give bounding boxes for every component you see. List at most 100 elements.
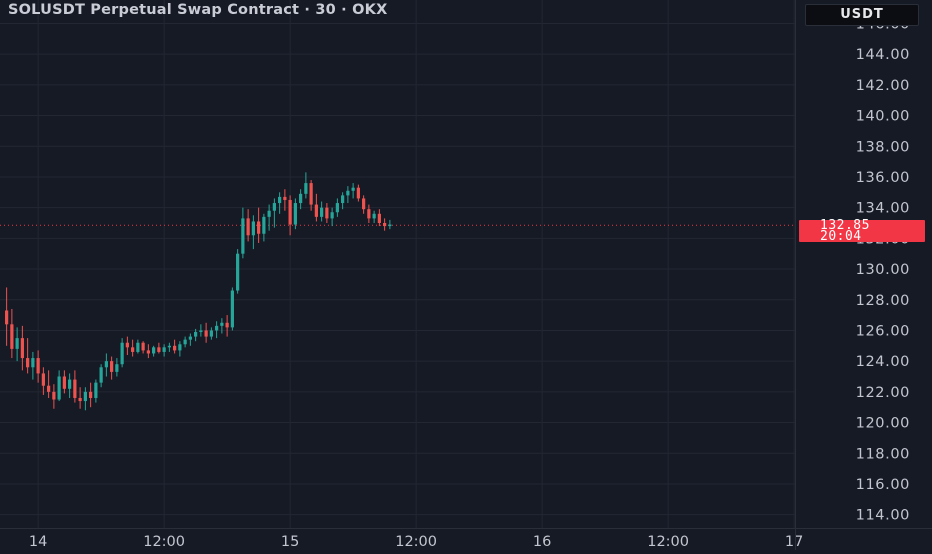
candle-body (204, 330, 208, 337)
y-tick-label: 140.00 (856, 109, 910, 125)
y-tick-label: 128.00 (856, 293, 910, 309)
candle-body (367, 209, 371, 219)
candle-body (125, 342, 129, 348)
candle-body (241, 218, 245, 254)
candle-body (220, 322, 224, 326)
candle-body (173, 345, 177, 351)
candle-body (31, 358, 35, 368)
x-tick-label: 12:00 (143, 534, 185, 550)
y-tick-label: 126.00 (856, 323, 910, 339)
candle-body (278, 196, 282, 204)
candle-body (215, 325, 219, 331)
candle-body (236, 253, 240, 291)
candle-body (188, 336, 192, 340)
candle-body (57, 376, 61, 400)
candle-body (167, 345, 171, 348)
y-tick-label: 130.00 (856, 262, 910, 278)
candle-body (330, 212, 334, 219)
candle-body (377, 213, 381, 223)
x-tick-label: 17 (785, 534, 803, 550)
candle-body (26, 358, 30, 368)
candle-body (257, 221, 261, 234)
candle-body (372, 213, 376, 219)
y-tick-label: 124.00 (856, 354, 910, 370)
candle-body (346, 190, 350, 196)
candle-body (183, 339, 187, 345)
candle-body (246, 218, 250, 236)
x-tick-label: 16 (533, 534, 551, 550)
y-tick-label: 144.00 (856, 47, 910, 63)
candle-body (131, 347, 135, 352)
candle-body (94, 382, 98, 398)
candle-body (309, 183, 313, 205)
y-tick-label: 142.00 (856, 78, 910, 94)
candle-body (41, 373, 45, 386)
bar-countdown: 20:04 (820, 229, 862, 244)
chart-title: SOLUSDT Perpetual Swap Contract · 30 · O… (8, 2, 388, 18)
candle-body (20, 338, 24, 359)
candle-body (288, 199, 292, 225)
candle-body (320, 207, 324, 217)
candle-body (388, 224, 392, 227)
candle-body (68, 379, 72, 389)
candle-body (230, 290, 234, 328)
candle-body (199, 330, 203, 332)
candle-body (89, 391, 93, 398)
candle-body (356, 187, 360, 199)
candle-body (383, 223, 387, 227)
candle-body (267, 210, 271, 217)
candle-body (341, 195, 345, 204)
candle-body (136, 342, 140, 352)
y-tick-label: 118.00 (856, 446, 910, 462)
x-tick-label: 15 (281, 534, 299, 550)
candle-body (162, 347, 166, 352)
candle-body (304, 183, 308, 194)
candle-body (335, 203, 339, 213)
candle-body (99, 367, 103, 383)
candle-body (299, 193, 303, 204)
candle-body (110, 361, 114, 372)
candle-body (52, 391, 56, 400)
candle-body (120, 342, 124, 365)
candle-body (152, 347, 156, 354)
candle-body (47, 385, 51, 392)
candle-body (283, 196, 287, 200)
candle-body (362, 198, 366, 210)
last-price-value: 132.85 (820, 218, 870, 233)
currency-selector-button[interactable]: USDT (805, 4, 919, 26)
last-price-label: 132.85 20:04 (799, 218, 925, 244)
candle-body (251, 221, 255, 236)
y-tick-label: 120.00 (856, 416, 910, 432)
x-tick-label: 12:00 (395, 534, 437, 550)
candle-body (225, 322, 229, 328)
candle-body (78, 397, 82, 402)
candle-body (351, 187, 355, 191)
candle-body (141, 342, 145, 351)
y-tick-label: 116.00 (856, 477, 910, 493)
candle-body (73, 379, 77, 398)
candle-body (115, 364, 119, 372)
candle-body (36, 358, 40, 374)
candle-body (194, 331, 198, 337)
candle-body (262, 216, 266, 234)
candle-body (325, 207, 329, 219)
y-tick-label: 134.00 (856, 201, 910, 217)
x-tick-label: 14 (29, 534, 47, 550)
candle-body (10, 324, 14, 349)
candle-body (15, 338, 19, 349)
candle-body (5, 310, 9, 325)
y-tick-label: 136.00 (856, 170, 910, 186)
candle-body (178, 344, 182, 351)
x-tick-label: 12:00 (647, 534, 689, 550)
candle-body (293, 203, 297, 225)
candle-body (157, 347, 161, 352)
candle-body (83, 391, 87, 402)
candle-body (314, 204, 318, 217)
candle-body (104, 361, 108, 368)
candle-body (146, 350, 150, 354)
candle-body (62, 376, 66, 389)
y-tick-label: 138.00 (856, 139, 910, 155)
y-tick-label: 114.00 (856, 508, 910, 524)
